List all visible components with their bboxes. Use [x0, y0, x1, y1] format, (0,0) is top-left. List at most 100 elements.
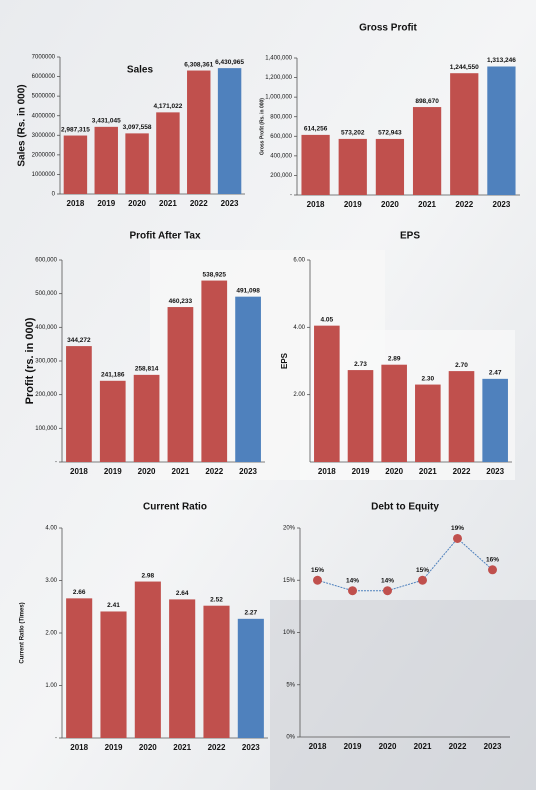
value-label: 19% — [451, 525, 464, 532]
bar — [448, 371, 475, 462]
bar — [415, 384, 441, 462]
bar — [237, 618, 264, 738]
y-tick-label: 7000000 — [32, 55, 56, 61]
x-tick-label: 2018 — [70, 743, 88, 752]
value-label: 573,202 — [341, 130, 365, 137]
bar — [217, 68, 242, 194]
y-tick-label: 2.00 — [45, 631, 57, 637]
value-label: 16% — [486, 557, 499, 564]
x-tick-label: 2020 — [381, 200, 399, 209]
bar — [412, 107, 442, 195]
y-tick-label: - — [290, 193, 292, 199]
bar — [347, 370, 374, 462]
value-label: 14% — [381, 577, 394, 584]
bar — [201, 280, 228, 462]
x-tick-label: 2021 — [414, 742, 432, 751]
x-tick-label: 2022 — [205, 467, 223, 476]
y-tick-label: 400,000 — [270, 153, 292, 159]
y-axis-label: Profit (rs. in 000) — [24, 317, 36, 404]
bar — [203, 605, 230, 738]
bar — [375, 138, 405, 195]
value-label: 2.27 — [245, 610, 258, 617]
x-tick-label: 2020 — [385, 467, 403, 476]
bar — [66, 598, 93, 738]
x-tick-label: 2020 — [379, 742, 397, 751]
x-tick-label: 2022 — [190, 199, 208, 208]
y-tick-label: 6000000 — [32, 74, 56, 80]
x-tick-label: 2022 — [453, 467, 471, 476]
bar — [134, 581, 161, 738]
y-axis-label: Current Ratio (Times) — [20, 602, 26, 663]
bar — [487, 66, 516, 195]
x-tick-label: 2022 — [208, 743, 226, 752]
value-label: 258,814 — [135, 366, 159, 373]
bar — [100, 611, 127, 738]
x-tick-label: 2018 — [67, 199, 85, 208]
y-tick-label: 3.00 — [45, 578, 57, 584]
y-tick-label: 2000000 — [32, 152, 56, 158]
marker — [418, 575, 427, 585]
value-label: 344,272 — [67, 337, 91, 344]
y-tick-label: 200,000 — [35, 392, 57, 398]
y-axis-label: Gross Profit (Rs. in 000) — [259, 98, 265, 155]
value-label: 3,431,045 — [92, 118, 121, 125]
value-label: 15% — [311, 567, 324, 574]
bar — [99, 380, 126, 462]
bar — [301, 134, 330, 195]
value-label: 538,925 — [203, 271, 227, 278]
marker — [488, 565, 497, 575]
value-label: 15% — [416, 567, 429, 574]
value-label: 1,244,550 — [450, 64, 479, 71]
x-tick-label: 2019 — [352, 467, 370, 476]
chart-title: EPS — [400, 231, 420, 242]
y-tick-label: 400,000 — [35, 325, 57, 331]
value-label: 572,943 — [378, 130, 402, 137]
value-label: 6,430,965 — [215, 59, 244, 66]
marker — [313, 575, 322, 585]
x-tick-label: 2023 — [221, 199, 239, 208]
x-tick-label: 2019 — [344, 742, 362, 751]
value-label: 1,313,246 — [487, 57, 516, 64]
y-tick-label: 4000000 — [32, 113, 56, 119]
bar — [169, 599, 196, 738]
chart-title: Debt to Equity — [371, 502, 439, 513]
bar — [338, 138, 367, 195]
y-tick-label: 1,000,000 — [265, 95, 292, 101]
x-tick-label: 2018 — [309, 742, 327, 751]
x-tick-label: 2023 — [239, 467, 257, 476]
value-label: 2.70 — [455, 362, 468, 369]
bar — [450, 73, 479, 195]
bar — [133, 374, 160, 462]
y-tick-label: 6.00 — [293, 258, 305, 264]
y-tick-label: 5000000 — [32, 94, 56, 100]
x-tick-label: 2021 — [419, 467, 437, 476]
value-label: 14% — [346, 577, 359, 584]
y-tick-label: 600,000 — [270, 134, 292, 140]
value-label: 2.64 — [176, 590, 189, 597]
value-label: 241,186 — [101, 372, 125, 379]
y-tick-label: 5% — [286, 682, 295, 688]
x-tick-label: 2023 — [484, 742, 502, 751]
value-label: 2.89 — [388, 355, 401, 362]
x-tick-label: 2020 — [139, 743, 157, 752]
y-tick-label: 4.00 — [45, 526, 57, 532]
y-tick-label: - — [55, 736, 57, 742]
value-label: 2.52 — [210, 596, 223, 603]
y-tick-label: 1,400,000 — [265, 56, 292, 62]
bar — [167, 307, 194, 462]
x-tick-label: 2022 — [449, 742, 467, 751]
value-label: 491,098 — [236, 287, 260, 294]
y-tick-label: 10% — [283, 630, 296, 636]
y-tick-label: - — [55, 460, 57, 466]
x-tick-label: 2021 — [159, 199, 177, 208]
bar — [187, 70, 211, 194]
marker — [383, 586, 392, 596]
value-label: 2.98 — [142, 572, 155, 579]
bar — [125, 133, 149, 194]
bar — [235, 296, 261, 462]
y-axis-label: Sales (Rs. in 000) — [17, 84, 28, 166]
value-label: 2.66 — [73, 589, 86, 596]
y-tick-label: 600,000 — [35, 258, 57, 264]
y-tick-label: 300,000 — [35, 359, 57, 365]
